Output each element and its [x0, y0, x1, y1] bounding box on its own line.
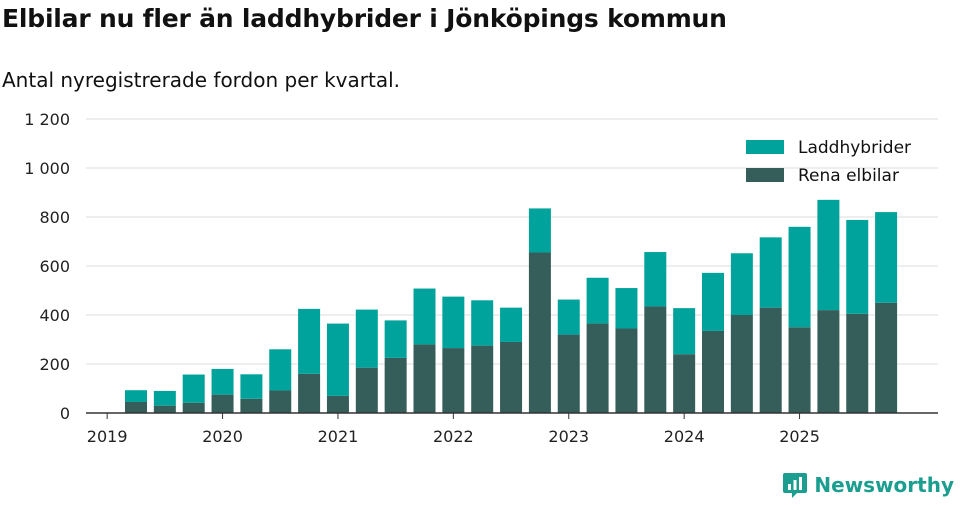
bar-bev	[211, 394, 234, 413]
bar-bev	[875, 302, 898, 413]
bar-phev	[153, 390, 176, 406]
y-axis: 0 200 400 600 800 1 000 1 200	[24, 110, 70, 423]
chart-subtitle: Antal nyregistrerade fordon per kvartal.	[2, 68, 401, 92]
x-tick-label: 2020	[202, 427, 243, 446]
bar-phev	[326, 323, 349, 396]
bar-bev	[702, 330, 724, 413]
bar-bev	[442, 348, 465, 413]
bar-bev	[759, 307, 782, 413]
legend-swatch-bev	[746, 168, 784, 182]
bar-phev	[788, 226, 811, 328]
x-axis: 2019 2020 2021 2022 2023 2024 2025	[86, 412, 938, 446]
bar-phev	[384, 320, 407, 358]
bar-phev	[211, 368, 234, 395]
bar-bev	[615, 328, 638, 413]
bar-bev	[326, 395, 349, 413]
bar-phev	[240, 374, 263, 399]
bar-phev	[355, 309, 378, 368]
bar-phev	[875, 212, 898, 303]
bar-bev	[240, 398, 263, 413]
y-tick-label: 400	[39, 306, 70, 325]
bar-bev	[644, 306, 667, 413]
bar-phev	[182, 374, 205, 403]
x-tick-label: 2022	[433, 427, 474, 446]
bar-phev	[615, 288, 638, 329]
bar-bev	[471, 345, 494, 413]
bar-bev	[384, 357, 407, 413]
x-tick-label: 2025	[779, 427, 820, 446]
bar-phev	[442, 296, 465, 349]
bar-bev	[528, 252, 551, 413]
bar-phev	[644, 252, 667, 307]
bar-phev	[528, 208, 551, 253]
bar-bev	[125, 401, 147, 413]
bar-phev	[298, 308, 321, 374]
brand: Newsworthy	[782, 471, 954, 499]
bar-bev	[817, 310, 840, 413]
x-tick-label: 2019	[87, 427, 128, 446]
y-tick-label: 600	[39, 257, 70, 276]
y-tick-label: 200	[39, 355, 70, 374]
x-tick-label: 2023	[548, 427, 589, 446]
bar-phev	[730, 253, 753, 315]
bar-phev	[673, 308, 696, 355]
bar-bev	[182, 402, 205, 413]
bar-bev	[355, 367, 378, 413]
bar-bev	[846, 313, 869, 413]
bar-phev	[125, 390, 147, 402]
bar-phev	[702, 272, 724, 331]
chart-title: Elbilar nu fler än laddhybrider i Jönköp…	[2, 4, 727, 33]
bar-bev	[557, 334, 580, 413]
bar-bev	[153, 405, 176, 413]
bar-phev	[759, 237, 782, 308]
brand-name: Newsworthy	[814, 473, 954, 497]
bar-bev	[269, 390, 292, 413]
x-tick-label: 2024	[664, 427, 705, 446]
bar-bev	[586, 323, 609, 413]
newsworthy-logo-icon	[783, 473, 808, 498]
bar-phev	[817, 199, 840, 311]
bar-phev	[557, 299, 580, 335]
y-tick-label: 1 200	[24, 110, 70, 129]
legend-label-bev: Rena elbilar	[798, 166, 899, 186]
bar-bev	[730, 315, 753, 413]
y-tick-label: 800	[39, 208, 70, 227]
y-tick-label: 0	[60, 404, 70, 423]
bar-bev	[788, 327, 811, 413]
y-tick-label: 1 000	[24, 159, 70, 178]
bar-phev	[500, 307, 523, 342]
bar-bev	[413, 344, 436, 413]
bars	[125, 199, 898, 413]
x-tick-label: 2021	[318, 427, 359, 446]
legend-label-phev: Laddhybrider	[798, 138, 911, 158]
bar-phev	[586, 277, 609, 324]
bar-phev	[413, 288, 436, 345]
bar-phev	[846, 219, 869, 314]
bar-bev	[673, 354, 696, 413]
bar-bev	[500, 341, 523, 413]
bar-phev	[471, 300, 494, 346]
bar-phev	[269, 349, 292, 391]
bar-bev	[298, 373, 321, 413]
legend-swatch-phev	[746, 140, 784, 154]
legend: Laddhybrider Rena elbilar	[746, 138, 911, 186]
